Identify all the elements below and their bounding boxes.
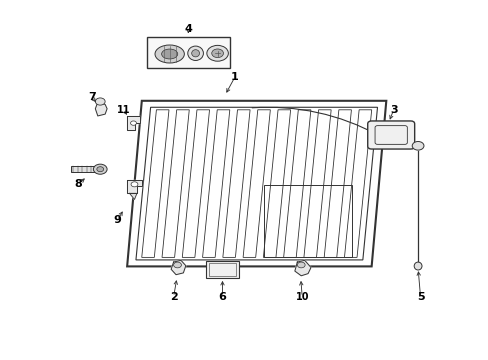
Ellipse shape (191, 50, 199, 57)
Polygon shape (127, 180, 142, 193)
Ellipse shape (187, 46, 203, 60)
Text: 2: 2 (169, 292, 177, 302)
Circle shape (411, 141, 423, 150)
Circle shape (297, 262, 305, 268)
Text: 7: 7 (88, 92, 96, 102)
Polygon shape (95, 102, 107, 116)
Polygon shape (127, 116, 140, 130)
Circle shape (93, 164, 107, 174)
Text: 4: 4 (184, 24, 192, 34)
Text: 8: 8 (74, 179, 82, 189)
Ellipse shape (161, 49, 178, 59)
Ellipse shape (155, 45, 184, 63)
Circle shape (130, 121, 136, 125)
Text: 5: 5 (416, 292, 424, 302)
FancyBboxPatch shape (367, 121, 414, 149)
Circle shape (95, 98, 105, 105)
Text: 6: 6 (218, 292, 226, 302)
Text: 10: 10 (295, 292, 308, 302)
Text: 11: 11 (117, 105, 130, 115)
Circle shape (206, 45, 228, 61)
Bar (205, 261, 239, 278)
Text: 9: 9 (113, 215, 121, 225)
Bar (208, 263, 236, 276)
Polygon shape (129, 193, 137, 199)
Circle shape (375, 132, 385, 140)
Polygon shape (294, 260, 310, 276)
Text: 1: 1 (230, 72, 238, 82)
Circle shape (173, 262, 181, 268)
Bar (71, 166, 95, 172)
Circle shape (131, 182, 138, 187)
Text: 3: 3 (389, 105, 397, 115)
Bar (146, 37, 229, 68)
Polygon shape (171, 260, 185, 275)
Circle shape (97, 167, 103, 172)
Circle shape (211, 49, 223, 58)
Ellipse shape (413, 262, 421, 270)
